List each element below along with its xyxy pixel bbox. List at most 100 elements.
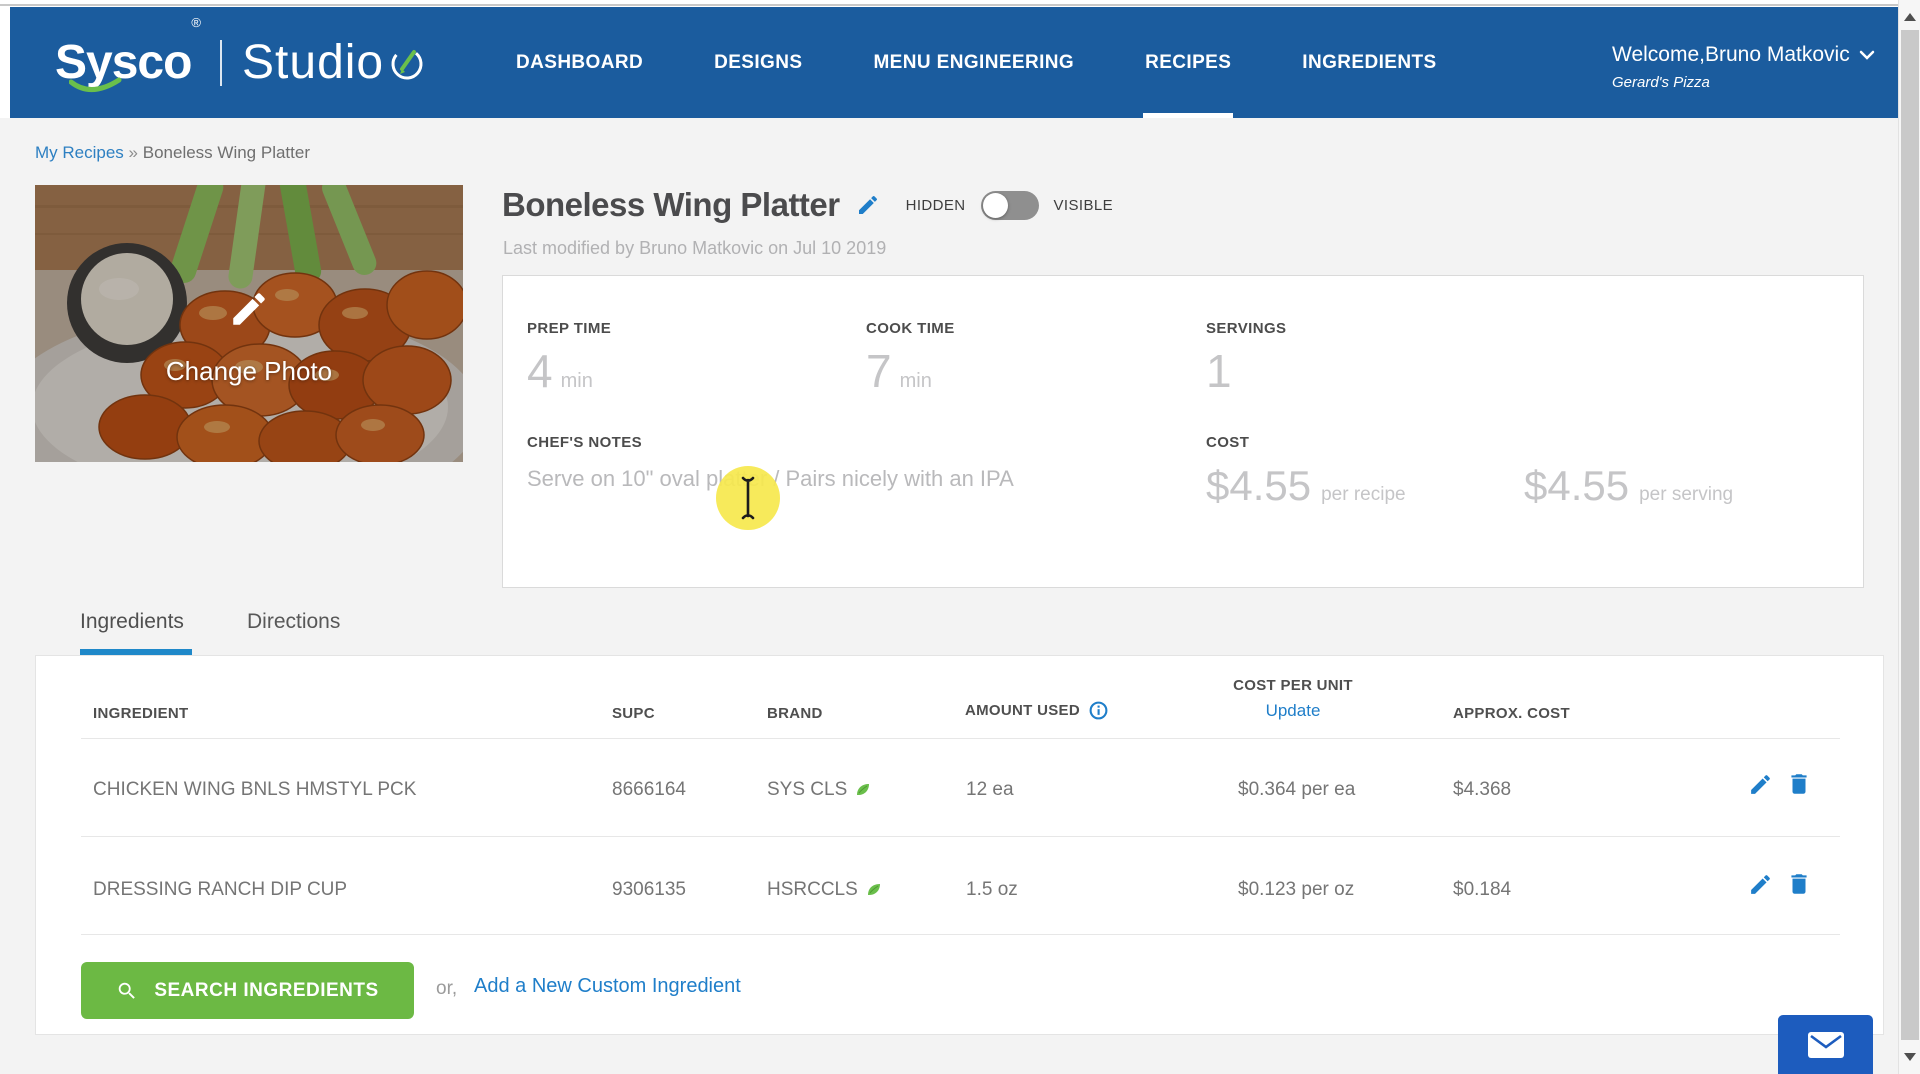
registered-mark: ®	[191, 15, 201, 30]
info-icon[interactable]	[1089, 701, 1108, 720]
edit-pencil-icon	[1751, 875, 1770, 894]
breadcrumb: My Recipes » Boneless Wing Platter	[35, 143, 310, 163]
scroll-up-button[interactable]	[1899, 6, 1920, 28]
breadcrumb-my-recipes-link[interactable]: My Recipes	[35, 143, 124, 162]
col-header-amount: AMOUNT USED	[965, 701, 1108, 720]
row1-ingredient: CHICKEN WING BNLS HMSTYL PCK	[93, 779, 417, 800]
page-title: Boneless Wing Platter	[502, 186, 840, 223]
change-photo-label: Change Photo	[165, 356, 333, 386]
breadcrumb-separator: »	[128, 143, 139, 162]
change-photo-overlay: Change Photo	[35, 185, 463, 462]
ingredients-card: INGREDIENT SUPC BRAND AMOUNT USED COST P…	[35, 655, 1884, 1035]
row1-amount: 12 ea	[966, 779, 1014, 800]
row1-cost-per-unit: $0.364 per ea	[1238, 779, 1356, 800]
logo-divider	[220, 39, 223, 86]
arrow-down-icon	[1904, 1053, 1916, 1061]
contact-button[interactable]	[1778, 1015, 1873, 1074]
welcome-text: Welcome,Bruno Matkovic	[1612, 43, 1850, 66]
row2-supc: 9306135	[612, 879, 686, 900]
row-divider	[81, 934, 1840, 935]
row1-brand: SYS CLS	[767, 779, 871, 801]
recipe-title-row: Boneless Wing Platter HIDDEN VISIBLE	[502, 186, 1113, 224]
pencil-icon	[233, 293, 265, 325]
search-ingredients-button[interactable]: SEARCH INGREDIENTS	[81, 962, 414, 1019]
sysco-studio-logo[interactable]: Sysco® Studio	[55, 7, 427, 118]
row1-approx-cost: $4.368	[1453, 779, 1512, 800]
arrow-up-icon	[1904, 13, 1916, 21]
leaf-icon	[867, 884, 880, 896]
organization-name: Gerard's Pizza	[1612, 74, 1710, 91]
row2-edit-button[interactable]	[1748, 872, 1773, 897]
vertical-scrollbar[interactable]	[1898, 0, 1920, 1074]
scrollbar-thumb[interactable]	[1901, 30, 1919, 1040]
tab-ingredients[interactable]: Ingredients	[80, 610, 184, 633]
col-header-ingredient: INGREDIENT	[93, 705, 189, 722]
trash-icon	[1791, 774, 1807, 794]
nav-ingredients[interactable]: INGREDIENTS	[1302, 51, 1437, 73]
chevron-down-icon	[1859, 50, 1874, 60]
servings-label: SERVINGS	[1206, 320, 1287, 337]
col-header-supc: SUPC	[612, 705, 655, 722]
row2-approx-cost: $0.184	[1453, 879, 1512, 900]
leaf-icon	[857, 784, 870, 796]
recipe-photo-image	[35, 185, 463, 462]
last-modified-text: Last modified by Bruno Matkovic on Jul 1…	[503, 238, 887, 258]
hidden-label: HIDDEN	[905, 196, 966, 214]
studio-pen-icon	[391, 48, 423, 79]
row2-ingredient: DRESSING RANCH DIP CUP	[93, 879, 348, 900]
main-nav: DASHBOARD DESIGNS MENU ENGINEERING RECIP…	[516, 7, 1437, 118]
add-custom-ingredient-link[interactable]: Add a New Custom Ingredient	[474, 975, 741, 997]
app-header: Sysco® Studio DASHBOARD DESIGNS MENU ENG…	[10, 7, 1898, 118]
text-cursor	[716, 466, 780, 530]
breadcrumb-current: Boneless Wing Platter	[142, 143, 310, 162]
visibility-toggle[interactable]	[980, 190, 1039, 220]
nav-recipes[interactable]: RECIPES	[1143, 7, 1234, 118]
user-menu[interactable]: Welcome,Bruno Matkovic Gerard's Pizza	[1612, 43, 1875, 91]
prep-time-value: 4 min	[527, 345, 593, 397]
chefs-notes-label: CHEF'S NOTES	[527, 434, 643, 451]
prep-time-label: PREP TIME	[527, 320, 612, 337]
window-top-edge	[0, 4, 1920, 6]
cook-time-label: COOK TIME	[866, 320, 955, 337]
servings-value: 1	[1206, 345, 1232, 397]
edit-pencil-icon	[1751, 775, 1770, 794]
edit-title-button[interactable]	[856, 193, 880, 217]
row1-delete-button[interactable]	[1786, 771, 1812, 797]
search-icon	[119, 982, 136, 999]
brand-name: Sysco®	[55, 15, 201, 92]
toggle-knob	[982, 192, 1008, 218]
nav-designs[interactable]: DESIGNS	[714, 51, 803, 73]
tab-directions[interactable]: Directions	[247, 610, 341, 633]
row1-edit-button[interactable]	[1748, 772, 1773, 797]
visible-label: VISIBLE	[1053, 196, 1114, 214]
trash-icon	[1791, 874, 1807, 894]
recipe-details-card: PREP TIME 4 min COOK TIME 7 min SERVINGS 1…	[502, 275, 1864, 588]
recipe-photo[interactable]: Change Photo	[35, 185, 463, 462]
col-header-cost-per-unit: COST PER UNIT Update	[1233, 677, 1353, 720]
sysco-green-swoosh-icon	[69, 77, 122, 92]
nav-active-underline	[1143, 113, 1234, 118]
row2-amount: 1.5 oz	[966, 879, 1018, 900]
row2-brand: HSRCCLS	[767, 879, 882, 901]
row2-cost-per-unit: $0.123 per oz	[1238, 879, 1355, 900]
envelope-icon	[1807, 1031, 1844, 1058]
table-header-divider	[81, 738, 1840, 739]
tab-active-underline	[80, 649, 192, 655]
cook-time-value: 7 min	[866, 345, 932, 397]
col-header-brand: BRAND	[767, 705, 823, 722]
row2-delete-button[interactable]	[1786, 871, 1812, 897]
cost-per-recipe: $4.55 per recipe	[1206, 462, 1406, 509]
edit-pencil-icon	[858, 195, 877, 214]
nav-menu-engineering[interactable]: MENU ENGINEERING	[873, 51, 1075, 73]
nav-dashboard[interactable]: DASHBOARD	[516, 51, 644, 73]
product-name: Studio	[242, 35, 427, 90]
row-divider	[81, 836, 1840, 837]
row1-supc: 8666164	[612, 779, 686, 800]
cost-label: COST	[1206, 434, 1250, 451]
update-cost-link[interactable]: Update	[1265, 701, 1321, 720]
or-text: or,	[436, 978, 458, 999]
col-header-approx-cost: APPROX. COST	[1453, 705, 1570, 722]
scroll-down-button[interactable]	[1899, 1046, 1920, 1068]
cost-per-serving: $4.55 per serving	[1524, 462, 1734, 509]
